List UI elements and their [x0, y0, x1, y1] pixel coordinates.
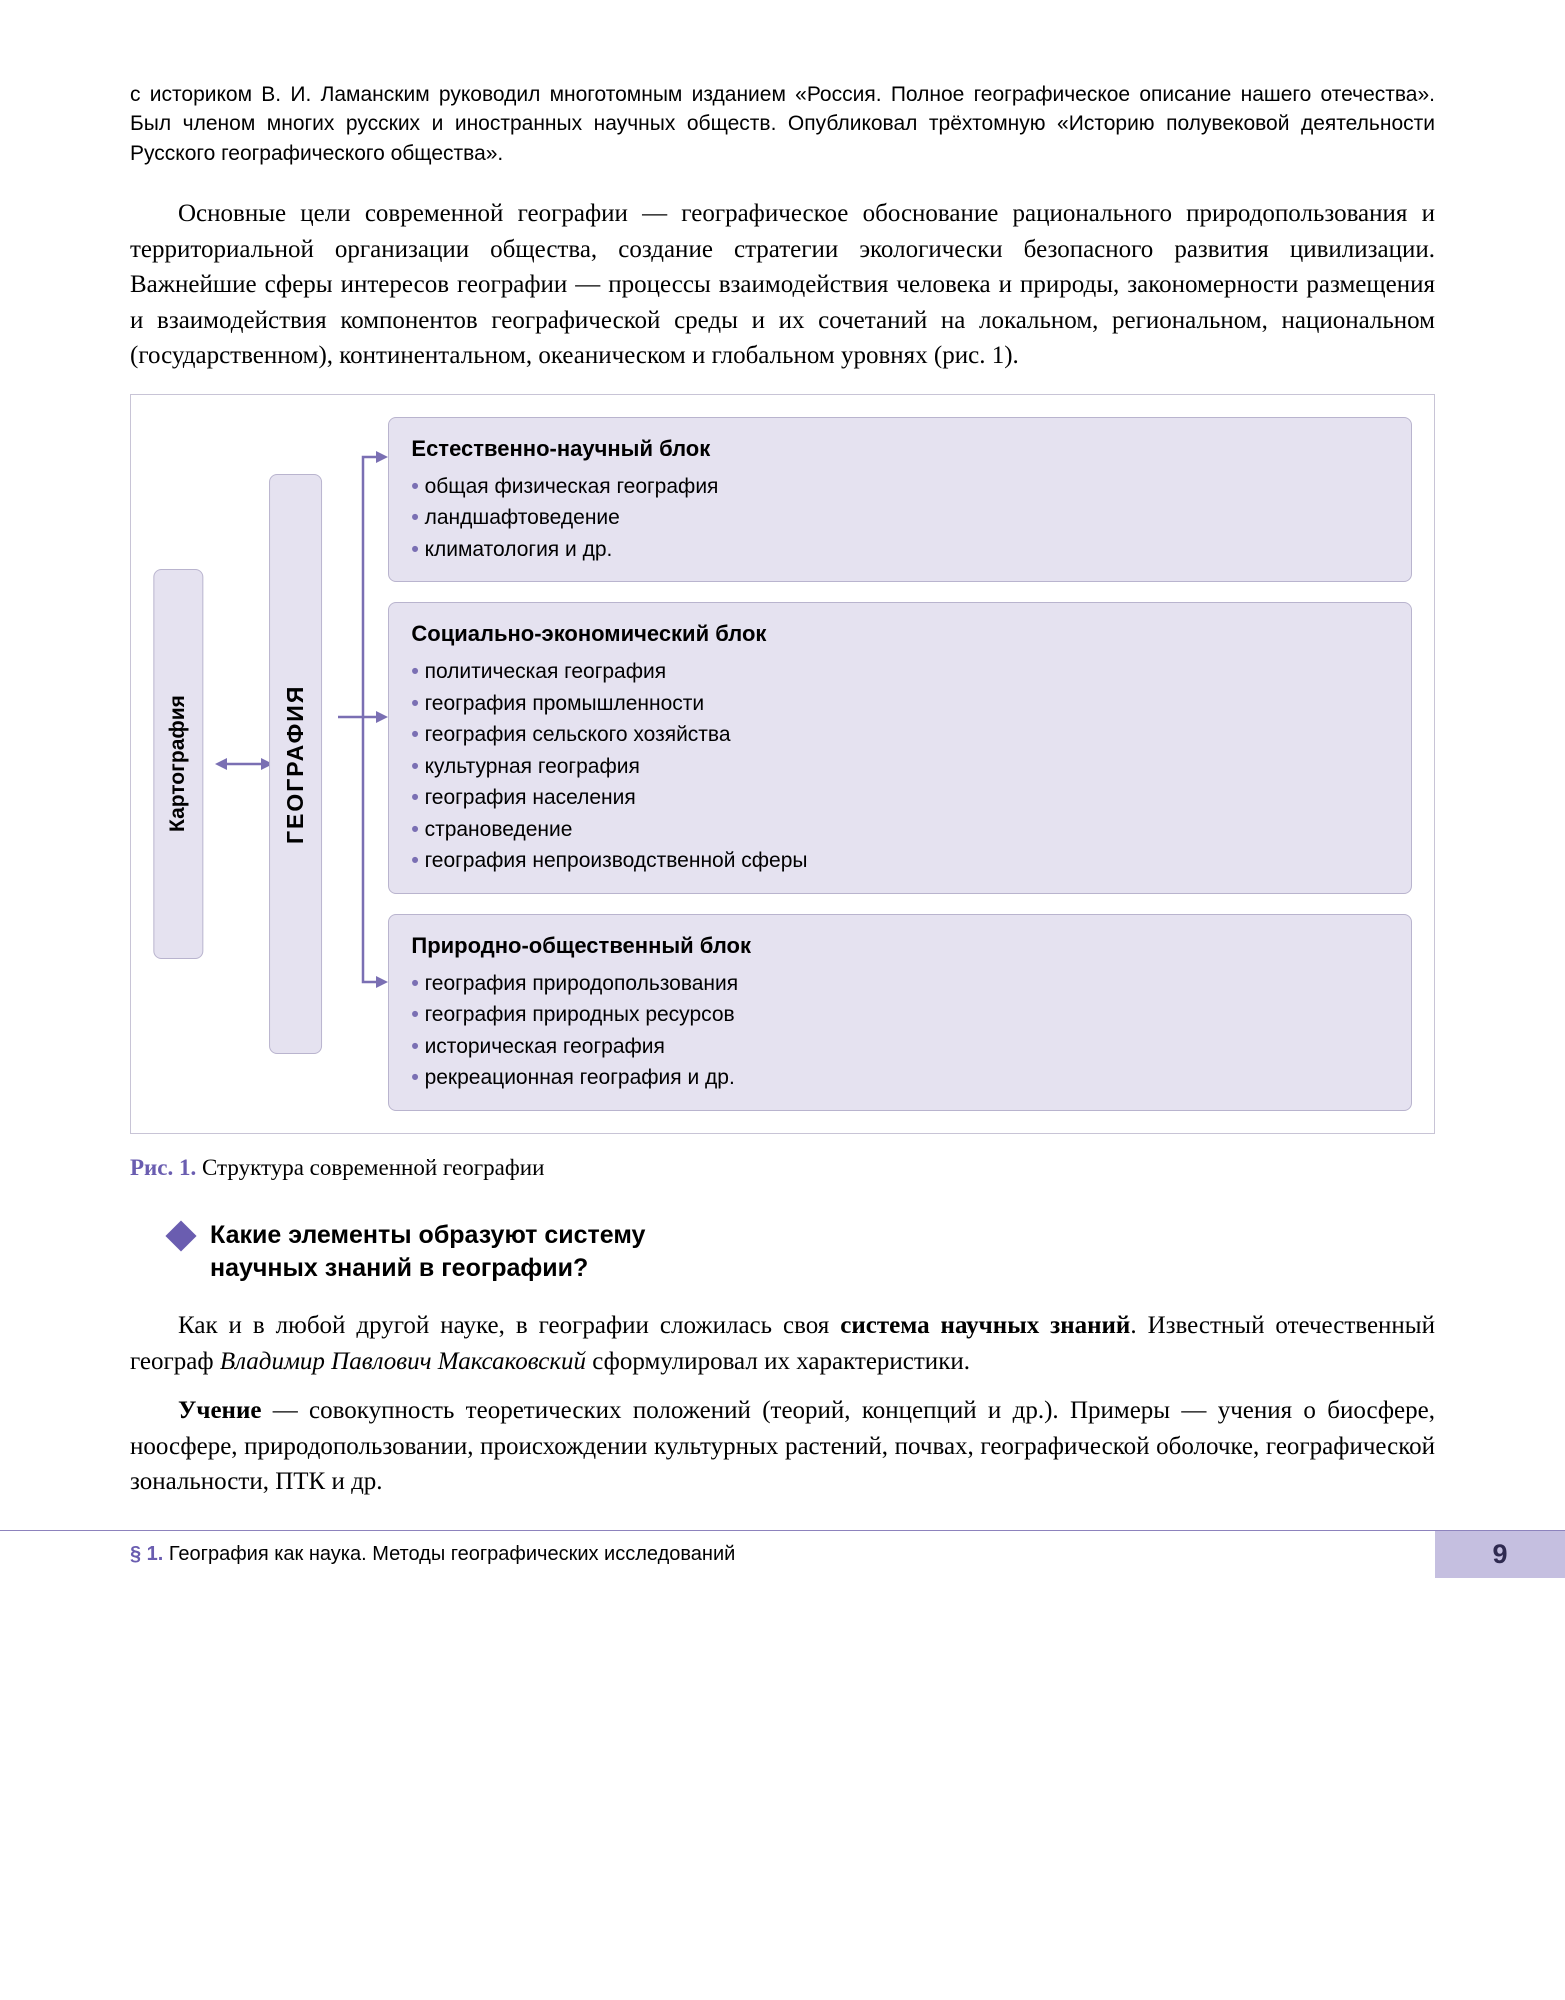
block-item: рекреационная география и др. [411, 1062, 1389, 1094]
diagram-block-3: Природно-общественный блок география при… [388, 914, 1412, 1111]
block-item: климатология и др. [411, 534, 1389, 566]
block-item: география непроизводственной сферы [411, 845, 1389, 877]
block-item: география промышленности [411, 688, 1389, 720]
block-item: география сельского хозяйства [411, 719, 1389, 751]
block-item: общая физическая география [411, 471, 1389, 503]
block-item: география природных ресурсов [411, 999, 1389, 1031]
diagram-block-2: Социально-экономический блок политическа… [388, 602, 1412, 894]
block-item: страноведение [411, 814, 1389, 846]
diagram-box-cartography: Картография [153, 569, 203, 959]
page-number: 9 [1435, 1531, 1565, 1578]
diamond-icon [165, 1220, 196, 1251]
footer-title: География как наука. Методы географическ… [169, 1543, 735, 1565]
figure-label: Рис. 1. [130, 1155, 196, 1180]
figure-caption-text: Структура современной географии [202, 1155, 544, 1180]
page-footer: § 1. География как наука. Методы географ… [0, 1530, 1565, 1578]
intro-small-text: с историком В. И. Ламанским руководил мн… [130, 80, 1435, 168]
body-paragraph-2: Учение — совокупность теоретических поло… [130, 1393, 1435, 1500]
block-item: география населения [411, 782, 1389, 814]
block-item: историческая география [411, 1031, 1389, 1063]
block-title: Природно-общественный блок [411, 929, 1389, 962]
footer-text: § 1. География как наука. Методы географ… [0, 1531, 1435, 1578]
diagram-blocks-column: Естественно-научный блок общая физическа… [388, 417, 1412, 1111]
body-paragraph-1: Как и в любой другой науке, в географии … [130, 1308, 1435, 1379]
block-item: география природопользования [411, 968, 1389, 1000]
diagram-container: Картография ГЕОГРАФИЯ Естественно-научны… [130, 394, 1435, 1134]
footer-section-label: § 1. [130, 1543, 163, 1565]
bidirectional-arrow-icon [215, 753, 273, 775]
block-title: Естественно-научный блок [411, 432, 1389, 465]
main-paragraph: Основные цели современной географии — ге… [130, 196, 1435, 374]
diagram-box-geography: ГЕОГРАФИЯ [269, 474, 322, 1054]
block-item: ландшафтоведение [411, 502, 1389, 534]
question-text: Какие элементы образуют систему научных … [210, 1219, 645, 1287]
block-item: политическая география [411, 656, 1389, 688]
figure-caption: Рис. 1. Структура современной географии [130, 1152, 1435, 1183]
section-question: Какие элементы образуют систему научных … [170, 1219, 1435, 1287]
block-item: культурная география [411, 751, 1389, 783]
block-title: Социально-экономический блок [411, 617, 1389, 650]
connector-lines-icon [338, 417, 388, 1111]
diagram-block-1: Естественно-научный блок общая физическа… [388, 417, 1412, 583]
